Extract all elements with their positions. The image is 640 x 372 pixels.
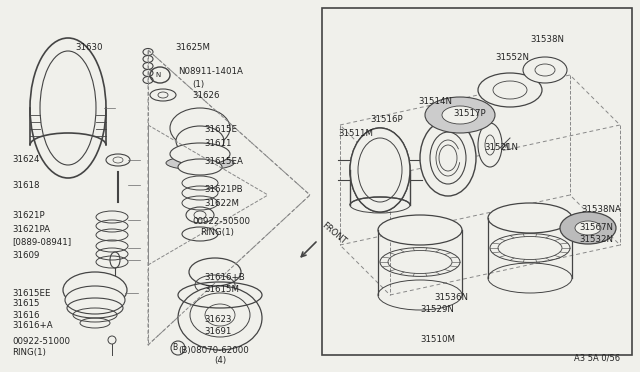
Ellipse shape bbox=[442, 106, 478, 124]
Text: (B)08070-62000: (B)08070-62000 bbox=[178, 346, 249, 355]
Ellipse shape bbox=[523, 57, 567, 83]
Text: 31510M: 31510M bbox=[420, 336, 455, 344]
Ellipse shape bbox=[358, 138, 402, 202]
Text: 31621PA: 31621PA bbox=[12, 225, 50, 234]
Text: 31552N: 31552N bbox=[495, 54, 529, 62]
Ellipse shape bbox=[560, 212, 616, 244]
Text: 31623: 31623 bbox=[204, 315, 232, 324]
Text: 31622M: 31622M bbox=[204, 199, 239, 208]
Ellipse shape bbox=[378, 215, 462, 245]
Text: 31621PB: 31621PB bbox=[204, 186, 243, 195]
Text: 31536N: 31536N bbox=[434, 294, 468, 302]
Text: (4): (4) bbox=[214, 356, 226, 365]
Ellipse shape bbox=[350, 128, 410, 212]
Text: FRONT: FRONT bbox=[320, 220, 348, 246]
Ellipse shape bbox=[425, 97, 495, 133]
Ellipse shape bbox=[430, 132, 466, 184]
Ellipse shape bbox=[488, 203, 572, 233]
Text: 31516P: 31516P bbox=[370, 115, 403, 125]
Ellipse shape bbox=[65, 286, 125, 314]
Text: 31691: 31691 bbox=[204, 327, 232, 337]
Ellipse shape bbox=[350, 128, 410, 212]
Text: [0889-08941]: [0889-08941] bbox=[12, 237, 71, 247]
Text: 31521N: 31521N bbox=[484, 144, 518, 153]
Text: 31616+B: 31616+B bbox=[204, 273, 244, 282]
Text: 31611: 31611 bbox=[204, 138, 232, 148]
Text: 00922-51000: 00922-51000 bbox=[12, 337, 70, 346]
Text: 31626: 31626 bbox=[192, 92, 220, 100]
Text: RING(1): RING(1) bbox=[12, 347, 46, 356]
Text: 31538NA: 31538NA bbox=[581, 205, 621, 215]
Text: A3 5A 0/56: A3 5A 0/56 bbox=[574, 353, 620, 362]
Text: 31615E: 31615E bbox=[204, 125, 237, 135]
Text: 31630: 31630 bbox=[75, 44, 102, 52]
Ellipse shape bbox=[178, 159, 222, 175]
Ellipse shape bbox=[176, 126, 224, 156]
Text: 31609: 31609 bbox=[12, 251, 40, 260]
Text: 31514N: 31514N bbox=[418, 97, 452, 106]
Ellipse shape bbox=[63, 272, 127, 308]
Text: N: N bbox=[155, 72, 160, 78]
Text: (1): (1) bbox=[192, 80, 204, 89]
Text: 31511M: 31511M bbox=[338, 128, 373, 138]
Text: RING(1): RING(1) bbox=[200, 228, 234, 237]
Text: 31616+A: 31616+A bbox=[12, 321, 52, 330]
Bar bbox=[322, 8, 632, 355]
Text: 31538N: 31538N bbox=[530, 35, 564, 45]
Text: 31625M: 31625M bbox=[175, 44, 210, 52]
Text: 00922-50500: 00922-50500 bbox=[192, 218, 250, 227]
Text: 31621P: 31621P bbox=[12, 211, 45, 219]
Ellipse shape bbox=[166, 156, 234, 170]
Text: 31615M: 31615M bbox=[204, 285, 239, 295]
Ellipse shape bbox=[478, 123, 502, 167]
Text: 31618: 31618 bbox=[12, 180, 40, 189]
Ellipse shape bbox=[170, 108, 230, 148]
Ellipse shape bbox=[40, 51, 96, 165]
Text: 31615EA: 31615EA bbox=[204, 157, 243, 167]
Ellipse shape bbox=[575, 221, 601, 235]
Text: 31517P: 31517P bbox=[453, 109, 486, 119]
Ellipse shape bbox=[170, 143, 230, 165]
Text: 31615: 31615 bbox=[12, 299, 40, 308]
Ellipse shape bbox=[178, 286, 262, 350]
Ellipse shape bbox=[30, 38, 106, 178]
Text: 31616: 31616 bbox=[12, 311, 40, 320]
Text: 31529N: 31529N bbox=[420, 305, 454, 314]
Text: B: B bbox=[172, 343, 177, 353]
Ellipse shape bbox=[478, 73, 542, 107]
Text: 31615EE: 31615EE bbox=[12, 289, 51, 298]
Text: 31567N: 31567N bbox=[579, 224, 613, 232]
Ellipse shape bbox=[189, 258, 241, 286]
Ellipse shape bbox=[420, 120, 476, 196]
Text: N08911-1401A: N08911-1401A bbox=[178, 67, 243, 77]
Text: 31624: 31624 bbox=[12, 155, 40, 164]
Text: 31532N: 31532N bbox=[579, 235, 613, 244]
